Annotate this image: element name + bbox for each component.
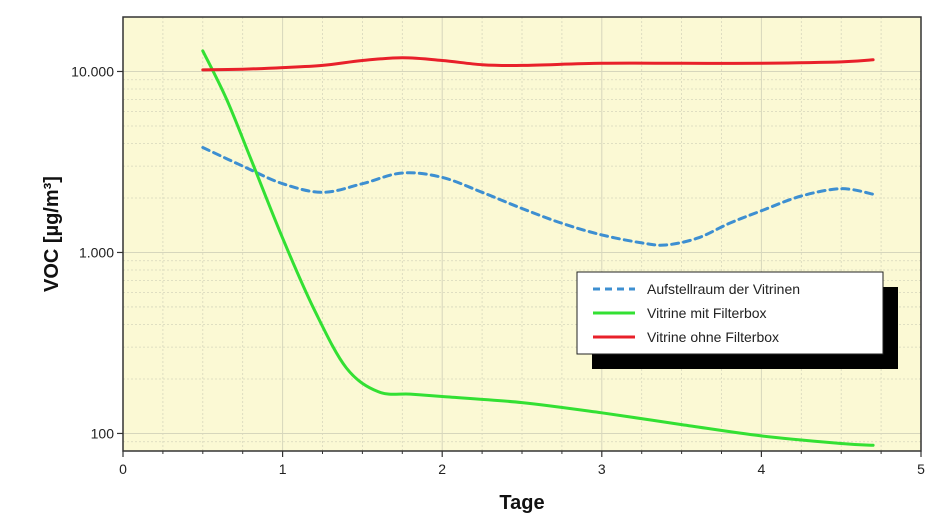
legend: Aufstellraum der Vitrinen Vitrine mit Fil… [576, 271, 898, 369]
series-line-vitrine-ohne-filterbox [201, 56, 875, 72]
x-tick-label: 4 [758, 461, 766, 477]
x-tick-label: 2 [438, 461, 446, 477]
series-line-vitrine-mit-filterbox [201, 49, 875, 447]
x-tick-label: 1 [279, 461, 287, 477]
x-tick-label: 3 [598, 461, 606, 477]
y-axis-ticks: 100 1.000 10.000 [71, 63, 123, 441]
x-axis-title: Tage [499, 492, 544, 514]
x-tick-label: 0 [119, 461, 127, 477]
y-axis-title: VOC [µg/m³] [41, 176, 63, 292]
legend-label-aufstellraum-der-vitrinen: Aufstellraum der Vitrinen [647, 281, 800, 297]
x-tick-label: 5 [917, 461, 925, 477]
x-axis-ticks: 0 1 2 3 4 5 [119, 451, 925, 477]
grid-lines [122, 16, 922, 452]
y-tick-label: 10.000 [71, 63, 114, 79]
y-tick-label: 100 [91, 425, 115, 441]
legend-label-vitrine-ohne-filterbox: Vitrine ohne Filterbox [647, 329, 779, 345]
legend-label-vitrine-mit-filterbox: Vitrine mit Filterbox [647, 305, 767, 321]
y-tick-label: 1.000 [79, 244, 114, 260]
series-line-aufstellraum-der-vitrinen [201, 146, 875, 247]
series-lines [201, 49, 875, 447]
